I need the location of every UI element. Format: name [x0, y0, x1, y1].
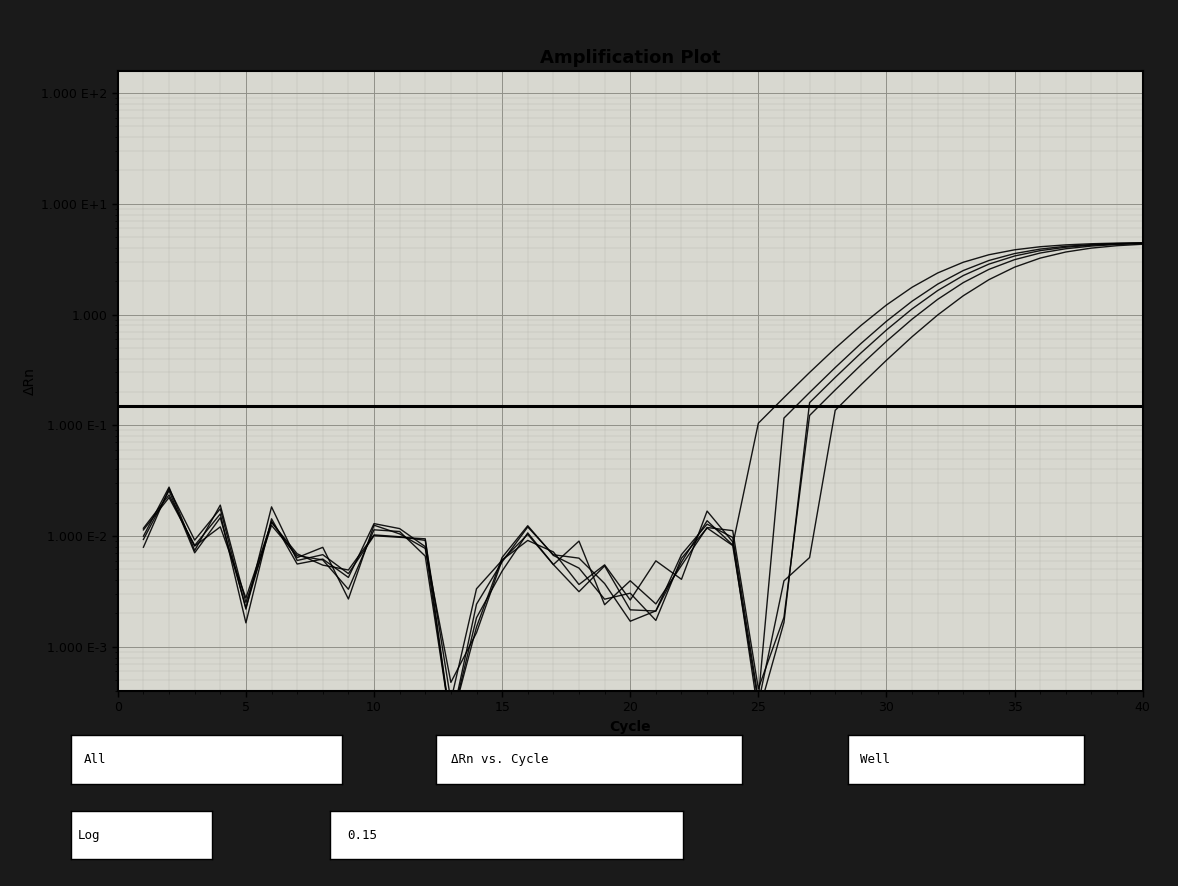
- Text: Log: Log: [78, 828, 100, 842]
- Y-axis label: ΔRn: ΔRn: [22, 367, 37, 395]
- Title: Amplification Plot: Amplification Plot: [540, 49, 721, 66]
- Text: ΔRn vs. Cycle: ΔRn vs. Cycle: [451, 753, 549, 766]
- Text: Well: Well: [860, 753, 889, 766]
- X-axis label: Cycle: Cycle: [609, 720, 651, 734]
- Text: 0.15: 0.15: [348, 828, 377, 842]
- Text: All: All: [85, 753, 107, 766]
